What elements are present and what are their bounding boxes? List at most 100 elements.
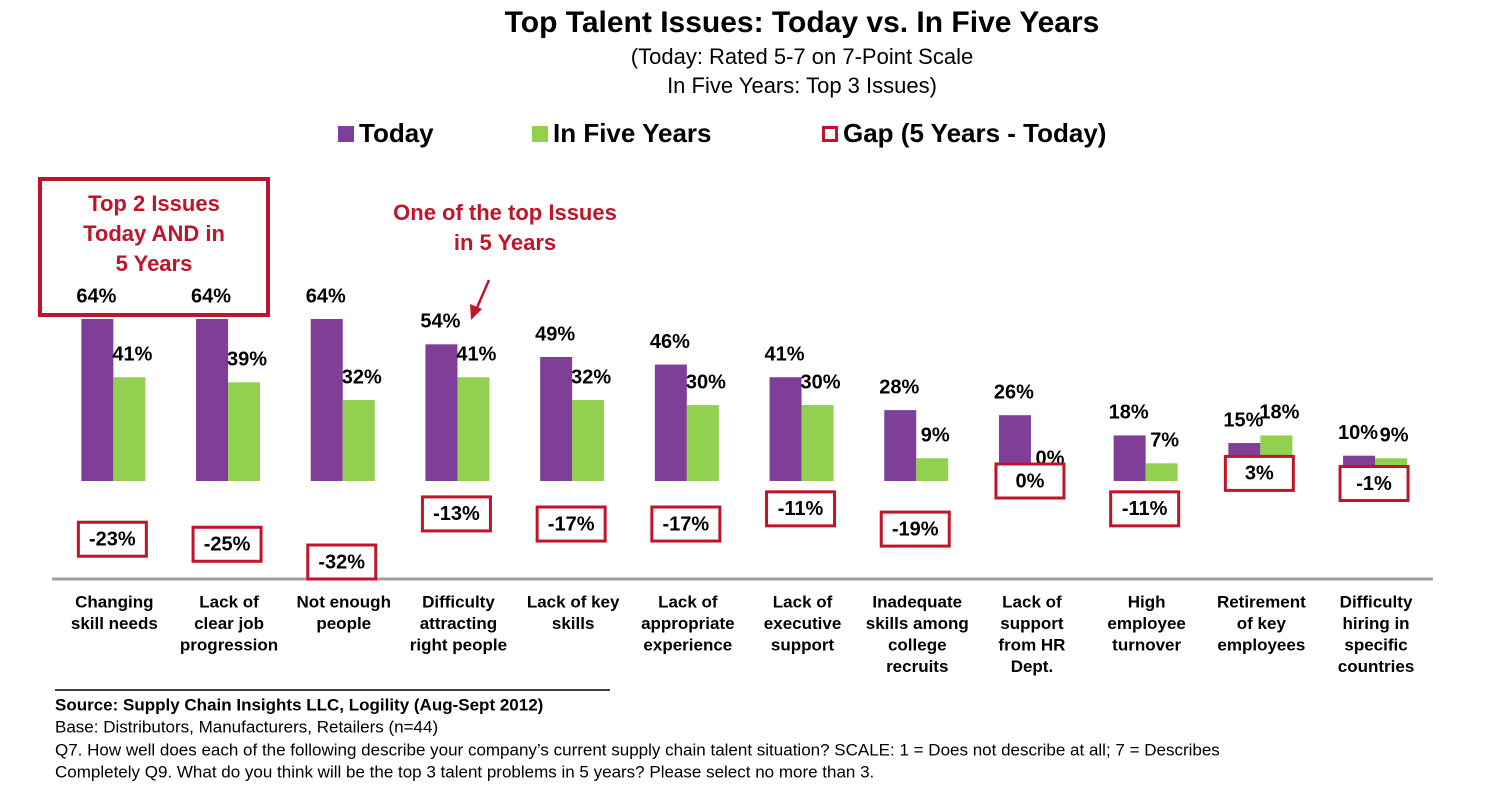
data-label: 32% xyxy=(342,366,382,388)
bar xyxy=(310,319,343,481)
x-tick-label: appropriate xyxy=(641,614,735,633)
data-label: 15% xyxy=(1223,409,1263,431)
x-tick-label: experience xyxy=(643,635,732,654)
gap-box xyxy=(420,495,492,533)
gap-box xyxy=(1109,490,1181,528)
x-tick-label: Retirement xyxy=(1217,592,1306,611)
annotation: 5 Years xyxy=(116,251,193,276)
data-label: 64% xyxy=(306,285,346,307)
x-tick-label: skill needs xyxy=(71,614,158,633)
data-label: 46% xyxy=(650,331,690,353)
bar xyxy=(342,400,375,481)
x-tick-label: countries xyxy=(1338,657,1415,676)
data-label: 9% xyxy=(921,425,950,447)
x-tick-label: Inadequate xyxy=(872,592,962,611)
x-tick-label: clear job xyxy=(194,614,264,633)
gap-label: -17% xyxy=(548,513,595,535)
annotation: in 5 Years xyxy=(454,230,556,255)
data-label: 64% xyxy=(76,285,116,307)
legend-label: In Five Years xyxy=(553,118,712,148)
annotation-box xyxy=(38,177,270,317)
data-label: 41% xyxy=(456,344,496,366)
legend-label: Today xyxy=(359,118,434,148)
data-label: 18% xyxy=(1109,402,1149,424)
note: Q7. How well does each of the following … xyxy=(55,740,1220,759)
x-tick-label: specific xyxy=(1344,635,1407,654)
x-tick-label: support xyxy=(1000,614,1064,633)
x-tick-label: Lack of key xyxy=(527,592,620,611)
gap-label: -25% xyxy=(204,534,251,556)
x-tick-label: Lack of xyxy=(773,592,833,611)
gap-label: 0% xyxy=(1015,470,1044,492)
gap-box xyxy=(650,505,722,543)
gap-box xyxy=(535,505,607,543)
x-tick-label: from HR xyxy=(998,635,1065,654)
data-label: 9% xyxy=(1380,425,1409,447)
gap-box xyxy=(994,462,1066,500)
gap-box xyxy=(306,543,378,581)
x-tick-label: Lack of xyxy=(199,592,259,611)
bar xyxy=(81,319,114,481)
data-label: 32% xyxy=(571,366,611,388)
data-label: 64% xyxy=(191,285,231,307)
bar xyxy=(1113,435,1146,481)
x-tick-label: executive xyxy=(764,614,842,633)
data-label: 18% xyxy=(1259,402,1299,424)
gap-label: -17% xyxy=(662,513,709,535)
gap-label: -11% xyxy=(1122,498,1168,520)
data-label: 41% xyxy=(765,344,805,366)
gap-box xyxy=(191,525,263,563)
data-label: 30% xyxy=(801,371,841,393)
gap-box xyxy=(1223,454,1295,492)
x-tick-label: skills xyxy=(552,614,595,633)
bar xyxy=(1145,463,1178,481)
data-label: 7% xyxy=(1150,430,1179,452)
bar xyxy=(113,377,146,481)
data-label: 49% xyxy=(535,323,575,345)
annotation: Today AND in xyxy=(83,221,225,246)
data-label: 28% xyxy=(879,376,919,398)
subtitle: (Today: Rated 5-7 on 7-Point Scale xyxy=(631,44,973,69)
gap-box xyxy=(1338,465,1410,503)
data-label: 41% xyxy=(112,344,152,366)
x-tick-label: right people xyxy=(410,635,507,654)
annotation-arrowhead xyxy=(470,304,482,320)
data-label: 26% xyxy=(994,381,1034,403)
subtitle: In Five Years: Top 3 Issues) xyxy=(667,73,937,98)
bar xyxy=(916,458,949,481)
legend-swatch xyxy=(338,126,354,142)
gap-label: -19% xyxy=(892,518,939,540)
gap-label: -32% xyxy=(318,551,365,573)
x-tick-label: of key xyxy=(1237,614,1287,633)
legend-label: Gap (5 Years - Today) xyxy=(843,118,1106,148)
x-tick-label: employees xyxy=(1217,635,1305,654)
bar xyxy=(654,364,687,481)
x-tick-label: Changing xyxy=(75,592,153,611)
bar xyxy=(884,410,917,481)
gap-label: -1% xyxy=(1356,473,1392,495)
x-tick-label: progression xyxy=(180,635,278,654)
bar xyxy=(572,400,605,481)
x-tick-label: Difficulty xyxy=(422,592,495,611)
bar xyxy=(228,382,261,481)
data-label: 30% xyxy=(686,371,726,393)
x-tick-label: Lack of xyxy=(1002,592,1062,611)
source-note: Source: Supply Chain Insights LLC, Logil… xyxy=(55,695,543,714)
data-label: 10% xyxy=(1338,422,1378,444)
note: Completely Q9. What do you think will be… xyxy=(55,762,874,781)
legend-swatch xyxy=(822,126,838,142)
x-tick-label: hiring in xyxy=(1343,614,1410,633)
bar xyxy=(540,356,573,481)
data-label: 54% xyxy=(420,311,460,333)
annotation-arrow xyxy=(474,279,491,311)
x-tick-label: skills among xyxy=(866,614,969,633)
x-tick-label: High xyxy=(1128,592,1166,611)
x-tick-label: college xyxy=(888,635,947,654)
x-tick-label: Not enough xyxy=(297,592,391,611)
bar xyxy=(686,405,719,481)
gap-box xyxy=(765,490,837,528)
gap-box xyxy=(76,520,148,558)
x-tick-label: attracting xyxy=(420,614,497,633)
x-tick-label: Dept. xyxy=(1011,657,1054,676)
